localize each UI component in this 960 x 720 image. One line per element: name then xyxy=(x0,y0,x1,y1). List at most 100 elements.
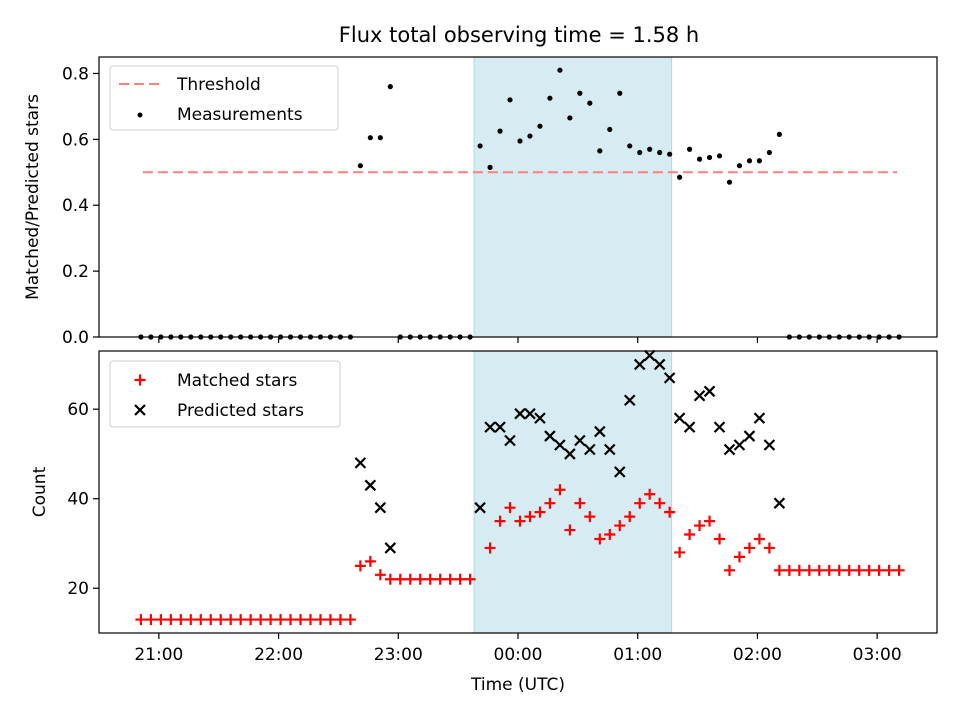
x-tick-label: 02:00 xyxy=(733,645,782,665)
measurement-point xyxy=(696,156,703,162)
matched-star-point xyxy=(664,506,676,518)
predicted-star-point xyxy=(504,434,516,447)
predicted-star-point xyxy=(713,421,726,433)
measurement-point xyxy=(637,149,643,156)
matched-star-point xyxy=(135,614,147,626)
top-y-axis-label: Matched/Predicted stars xyxy=(23,94,43,300)
predicted-star-point xyxy=(364,479,377,492)
predicted-star-point xyxy=(733,439,746,451)
predicted-star-point xyxy=(663,372,676,384)
predicted-star-point xyxy=(753,412,766,424)
matched-star-point xyxy=(504,502,516,514)
matched-star-point xyxy=(245,614,257,626)
bottom-y-axis-label: Count xyxy=(30,466,50,517)
legend-matched-plus xyxy=(134,374,146,386)
x-tick-label: 00:00 xyxy=(494,645,543,665)
matched-star-point xyxy=(723,564,735,576)
measurement-point xyxy=(487,164,493,170)
legend-measurements-symbol xyxy=(137,112,143,118)
measurement-point xyxy=(746,158,753,164)
matched-star-point xyxy=(694,520,706,532)
matched-star-point xyxy=(424,573,436,585)
matched-star-point xyxy=(444,573,456,585)
legend-predicted-symbol xyxy=(134,404,146,416)
bottom-plot-frame xyxy=(98,350,938,634)
top-panel: 0.00.20.40.60.8 Matched/Predicted stars … xyxy=(23,56,938,348)
predicted-star-point xyxy=(514,407,526,420)
chart-title: Flux total observing time = 1.58 h xyxy=(339,23,699,47)
bottom-legend-box xyxy=(109,360,341,428)
legend-measurements-label: Measurements xyxy=(177,105,303,125)
matched-star-point xyxy=(544,497,556,509)
measurement-point xyxy=(507,97,513,103)
measurement-point xyxy=(726,179,733,185)
predicted-star-point xyxy=(494,421,506,433)
legend-matched-label: Matched stars xyxy=(177,371,297,391)
matched-star-point xyxy=(823,564,835,576)
matched-star-point xyxy=(634,497,646,509)
matched-star-point xyxy=(843,564,855,576)
bottom-y-ticks: 20 40 60 xyxy=(67,400,99,599)
matched-star-point xyxy=(743,542,755,554)
matched-star-point xyxy=(324,614,336,626)
matched-star-point xyxy=(614,520,626,532)
top-y-tick-label: 0.2 xyxy=(62,262,89,282)
matched-star-point xyxy=(714,533,726,545)
matched-star-point xyxy=(195,614,207,626)
bottom-y-tick-label: 20 xyxy=(67,579,89,599)
measurement-point xyxy=(377,135,383,141)
x-tick-label: 23:00 xyxy=(374,645,423,665)
predicted-star-point xyxy=(693,389,706,402)
measurement-point xyxy=(547,95,553,101)
measurement-point xyxy=(657,149,663,156)
matched-star-point xyxy=(733,551,745,563)
matched-star-point xyxy=(753,533,765,545)
x-tick-label: 03:00 xyxy=(853,645,902,665)
x-tick-label: 21:00 xyxy=(134,645,183,665)
top-y-tick-label: 0.4 xyxy=(62,196,89,216)
matched-star-point xyxy=(564,524,576,536)
matched-star-point xyxy=(364,555,376,567)
measurement-point xyxy=(557,67,563,73)
measurement-point xyxy=(706,154,713,161)
measurement-point xyxy=(577,90,583,96)
bottom-legend: Matched stars Predicted stars xyxy=(109,360,341,428)
matched-star-point xyxy=(454,573,466,585)
x-tick-label: 01:00 xyxy=(613,645,662,665)
matched-star-point xyxy=(574,497,586,509)
matched-star-point xyxy=(644,488,656,500)
matched-star-point xyxy=(334,614,346,626)
matched-star-point xyxy=(215,614,227,626)
matched-star-point xyxy=(863,564,875,576)
predicted-star-point xyxy=(554,439,566,451)
matched-star-point xyxy=(414,573,426,585)
predicted-star-point xyxy=(623,394,636,407)
matched-star-point xyxy=(554,484,566,496)
matched-star-point xyxy=(464,573,476,585)
predicted-star-point xyxy=(594,425,606,438)
predicted-star-point xyxy=(574,434,586,447)
predicted-star-point xyxy=(703,385,716,398)
matched-star-point xyxy=(534,506,546,518)
measurement-point xyxy=(647,146,653,152)
matched-star-point xyxy=(344,614,356,626)
predicted-star-point xyxy=(773,497,786,509)
predicted-star-point xyxy=(613,466,626,478)
top-y-tick-label: 0.8 xyxy=(62,64,89,84)
matched-star-point xyxy=(265,614,277,626)
measurement-point xyxy=(756,158,763,164)
measurement-point xyxy=(567,115,573,121)
measurement-point xyxy=(766,149,773,156)
measurement-point xyxy=(776,131,782,138)
top-legend-box xyxy=(109,65,339,131)
top-y-tick-label: 0.0 xyxy=(62,328,89,348)
predicted-star-point xyxy=(743,430,756,442)
measurement-point xyxy=(686,146,693,152)
matched-star-point xyxy=(803,564,815,576)
x-axis-label: Time (UTC) xyxy=(470,675,565,695)
measurement-point xyxy=(736,163,743,169)
matched-star-point xyxy=(514,515,526,527)
matched-star-point xyxy=(185,614,197,626)
matched-star-point xyxy=(285,614,297,626)
legend-predicted-cross xyxy=(134,404,146,416)
